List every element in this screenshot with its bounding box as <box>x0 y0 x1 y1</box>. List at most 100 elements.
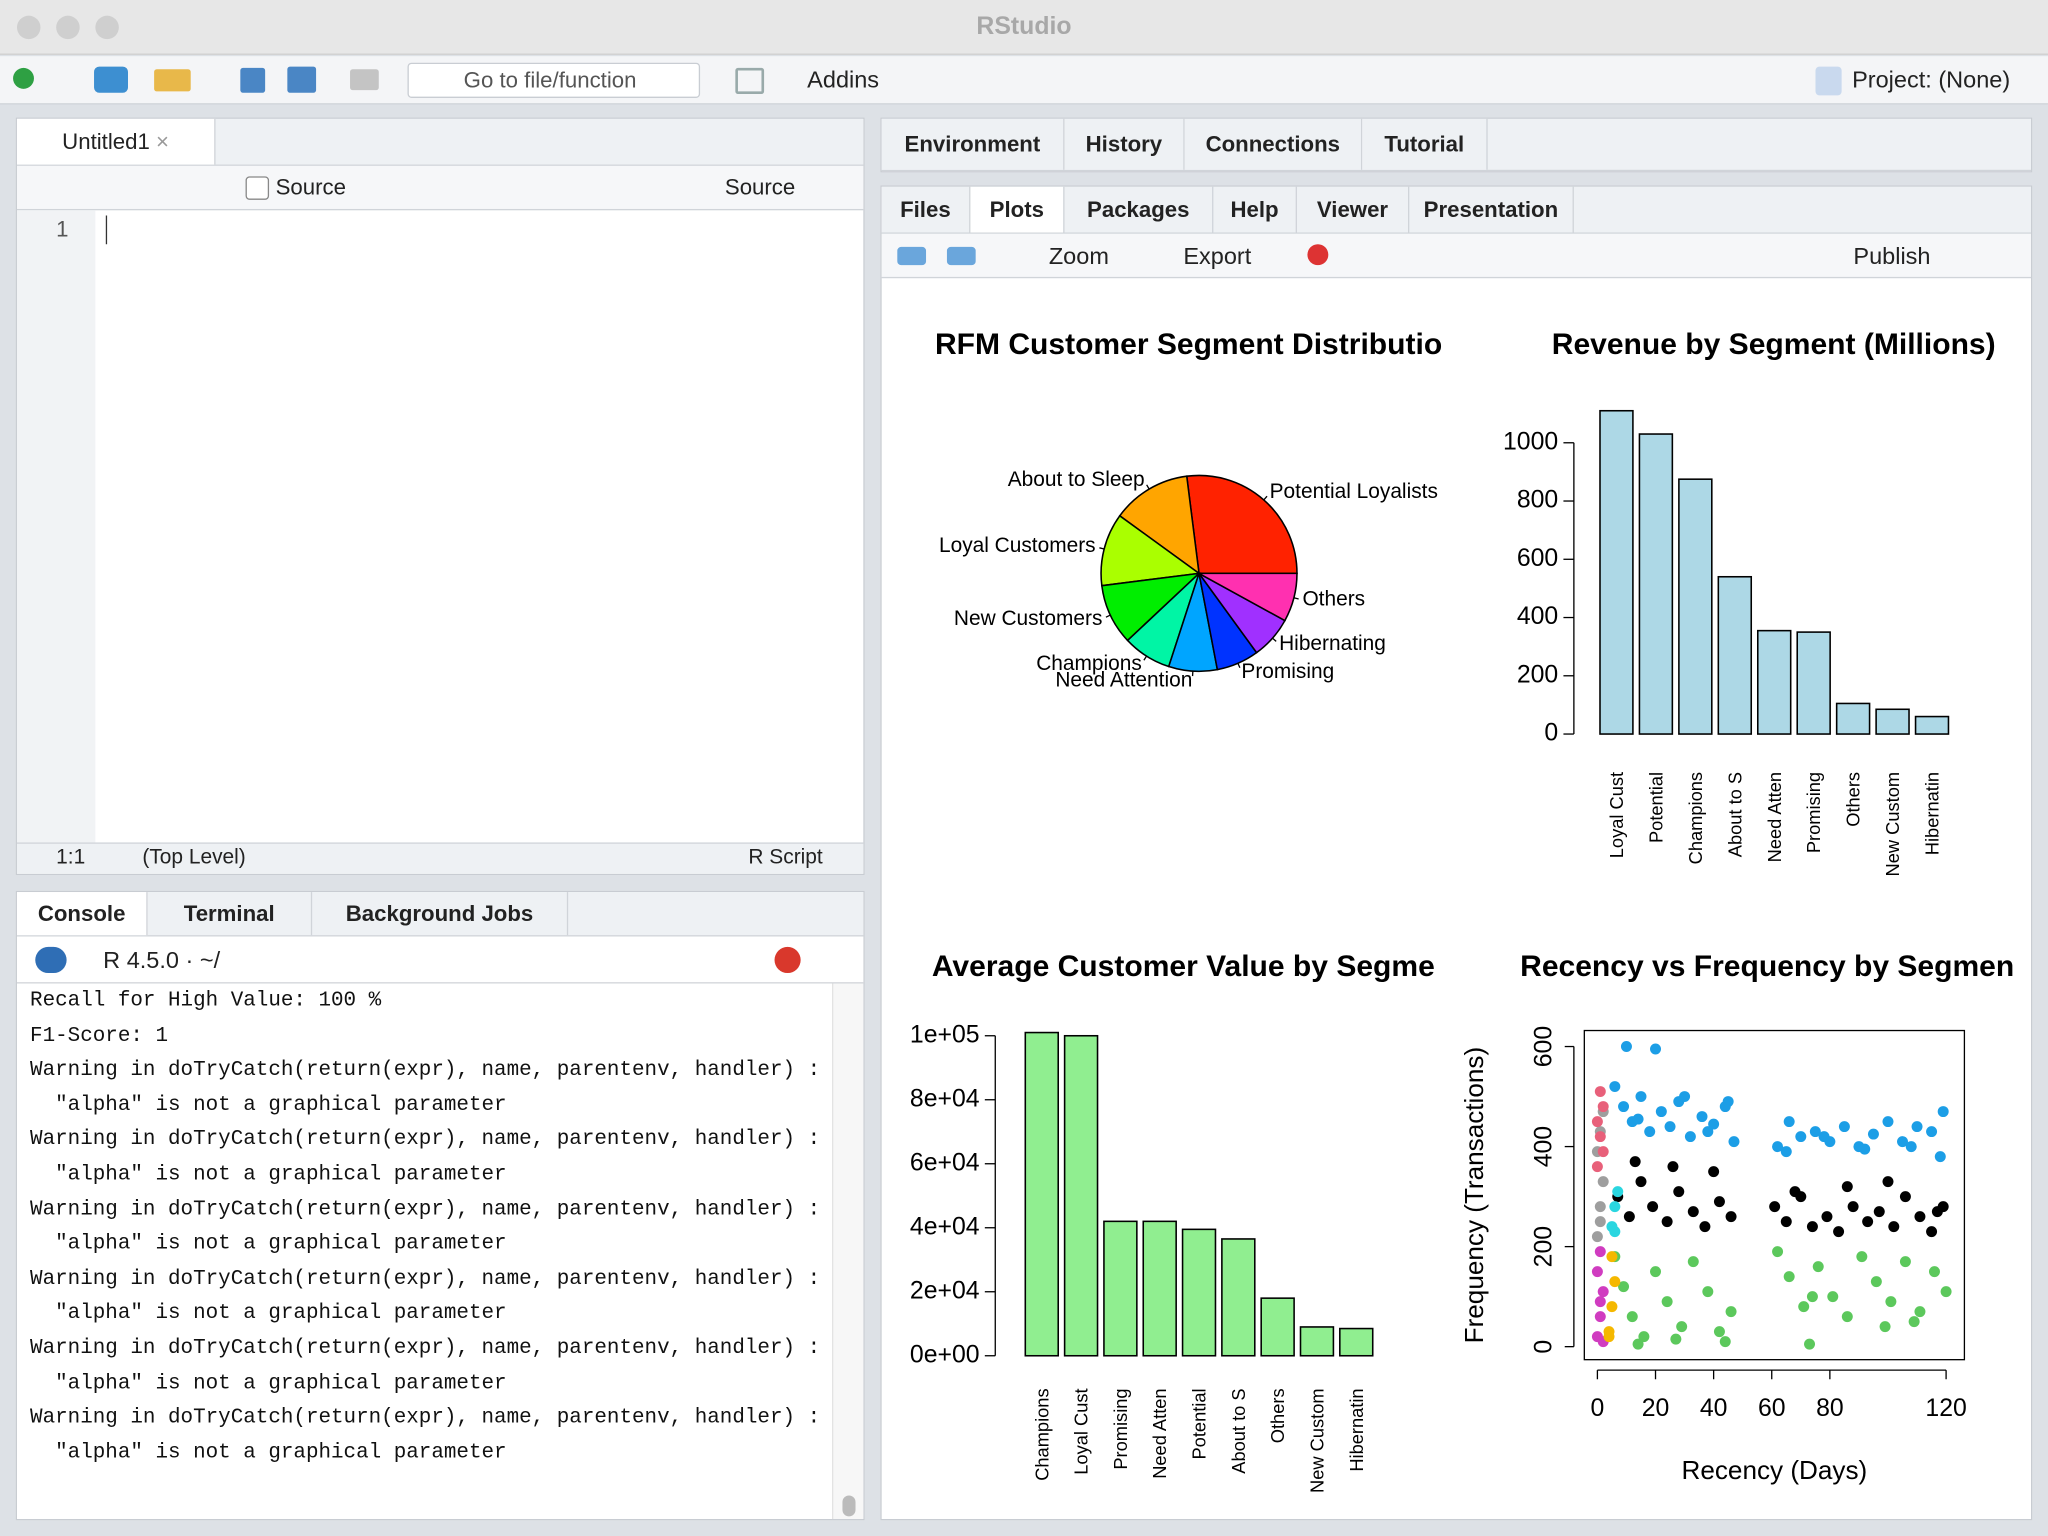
x-tick-label: Champions <box>1685 772 1706 864</box>
close-button[interactable] <box>16 15 41 40</box>
files-tab[interactable]: Presentation <box>1409 186 1574 233</box>
files-tab[interactable]: Files <box>882 186 971 233</box>
gutter: 1 <box>16 210 96 843</box>
stop-icon[interactable] <box>774 946 801 974</box>
point <box>1867 1128 1879 1140</box>
publish-button[interactable]: Publish <box>1853 242 1931 270</box>
r-version: R 4.5.0 · ~/ <box>103 946 221 974</box>
back-icon[interactable] <box>897 246 927 266</box>
minimize-button[interactable] <box>56 15 80 40</box>
files-tab[interactable]: Help <box>1213 186 1297 233</box>
y-tick-label: 0e+00 <box>910 1341 980 1368</box>
point <box>1911 1121 1923 1133</box>
y-tick-label: 200 <box>1517 661 1558 688</box>
point <box>1609 1276 1621 1288</box>
point <box>1609 1081 1621 1093</box>
pie-label: New Customers <box>954 607 1102 630</box>
point <box>1914 1306 1926 1318</box>
source-button[interactable]: Source <box>724 175 796 200</box>
point <box>1594 1131 1606 1143</box>
scope[interactable]: (Top Level) <box>142 846 246 869</box>
point <box>1847 1201 1859 1213</box>
point <box>1841 1181 1853 1193</box>
terminal-tab[interactable]: Terminal <box>148 892 313 936</box>
new-project-icon[interactable] <box>94 66 128 93</box>
scroll-thumb[interactable] <box>842 1495 856 1517</box>
save-all-icon[interactable] <box>287 66 317 93</box>
x-axis-title: Recency (Days) <box>1682 1455 1868 1485</box>
files-tab[interactable]: Viewer <box>1297 186 1410 233</box>
files-tab[interactable]: Packages <box>1064 186 1214 233</box>
goto-box[interactable]: Go to file/function <box>407 62 701 98</box>
point <box>1696 1111 1708 1123</box>
point <box>1926 1126 1938 1138</box>
point <box>1934 1151 1946 1163</box>
console-line: Warning in doTryCatch(return(expr), name… <box>30 1058 821 1082</box>
env-tab[interactable]: Connections <box>1184 118 1363 170</box>
plot-title: Revenue by Segment (Millions) <box>1552 328 1996 361</box>
print-icon[interactable] <box>350 69 379 91</box>
point <box>1780 1216 1792 1228</box>
point <box>1838 1121 1850 1133</box>
leader-line <box>1293 597 1299 600</box>
point <box>1606 1251 1618 1263</box>
x-tick-label: New Custom <box>1306 1388 1327 1493</box>
y-tick-label: 400 <box>1531 1126 1558 1167</box>
pie-label: Others <box>1302 588 1365 611</box>
x-tick-label: Potential <box>1645 772 1666 843</box>
addins-menu[interactable]: Addins <box>807 66 880 93</box>
point <box>1888 1221 1900 1233</box>
point <box>1618 1281 1630 1293</box>
point <box>1635 1091 1647 1103</box>
open-icon[interactable] <box>154 69 191 92</box>
point <box>1594 1296 1606 1308</box>
title-bar: RStudio <box>0 0 2048 55</box>
x-tick-label: About to S <box>1724 772 1745 857</box>
pie-label: Hibernating <box>1279 632 1386 655</box>
point <box>1594 1086 1606 1098</box>
point <box>1780 1146 1792 1158</box>
forward-icon[interactable] <box>946 246 976 266</box>
export-button[interactable]: Export <box>1183 242 1252 270</box>
point <box>1609 1201 1621 1213</box>
env-tab[interactable]: Tutorial <box>1362 118 1488 170</box>
point <box>1873 1206 1885 1218</box>
new-file-icon[interactable] <box>13 67 34 89</box>
x-tick-label: Need Atten <box>1149 1388 1170 1478</box>
x-tick-label: Loyal Cust <box>1606 772 1627 858</box>
point <box>1650 1266 1662 1278</box>
point <box>1833 1226 1845 1238</box>
x-tick-label: 0 <box>1591 1395 1605 1422</box>
env-tab[interactable]: Environment <box>881 118 1065 170</box>
console-scrollbar[interactable] <box>831 983 864 1520</box>
bar <box>1260 1297 1295 1357</box>
save-icon[interactable] <box>240 67 266 93</box>
env-tab[interactable]: History <box>1064 118 1185 170</box>
x-tick-label: 120 <box>1925 1395 1966 1422</box>
remove-plot-icon[interactable] <box>1307 244 1329 266</box>
console-line: Warning in doTryCatch(return(expr), name… <box>30 1197 821 1221</box>
console-line: "alpha" is not a graphical parameter <box>30 1231 507 1256</box>
point <box>1591 1116 1603 1128</box>
project-menu[interactable]: Project: (None) <box>1852 66 2011 93</box>
x-tick-label: Others <box>1267 1388 1288 1443</box>
point <box>1725 1211 1737 1223</box>
layout-icon[interactable] <box>735 67 765 95</box>
y-tick-label: 0 <box>1544 720 1558 747</box>
point <box>1591 1231 1603 1243</box>
source-on-save-checkbox[interactable] <box>245 176 270 200</box>
console-tab[interactable]: Console <box>16 892 148 936</box>
editor-tab[interactable]: Untitled1 × <box>16 118 216 165</box>
leader-line <box>1272 637 1277 642</box>
zoom-button[interactable]: Zoom <box>1048 242 1109 270</box>
point <box>1591 1266 1603 1278</box>
bar <box>1835 702 1871 735</box>
files-tab[interactable]: Plots <box>970 186 1065 233</box>
point <box>1804 1338 1816 1350</box>
file-type[interactable]: R Script <box>748 846 823 869</box>
jobs-tab[interactable]: Background Jobs <box>312 892 569 936</box>
zoom-button[interactable] <box>95 15 119 40</box>
r-logo <box>35 946 67 974</box>
editor-status: 1:1 (Top Level) R Script <box>16 842 864 874</box>
point <box>1772 1141 1784 1153</box>
